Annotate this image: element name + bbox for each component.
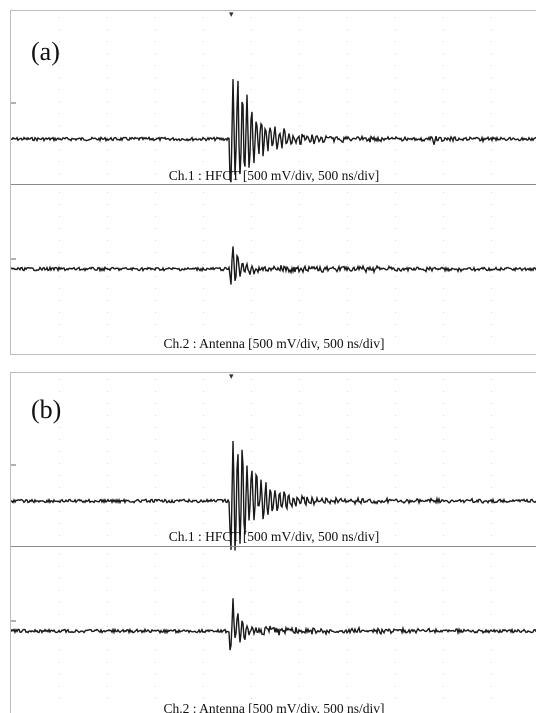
channel-2-caption: Ch.2 : Antenna [500 mV/div, 500 ns/div] (163, 701, 385, 713)
graticule (59, 554, 492, 699)
panel-label: (a) (31, 37, 60, 66)
scope-panel-a: ▾ (a) Ch.1 : HFCT [500 mV/div, 500 ns/di… (10, 10, 536, 355)
channel-1-caption: Ch.1 : HFCT [500 mV/div, 500 ns/div] (168, 168, 380, 183)
graticule (59, 17, 492, 174)
trigger-marker: ▾ (229, 10, 234, 19)
graticule (59, 192, 492, 337)
waveform-plot-a (11, 17, 536, 337)
ch1-hfct-trace (11, 79, 536, 183)
scope-panel-b: ▾ (b) Ch.1 : HFCT [500 mV/div, 500 ns/di… (10, 372, 536, 713)
ch1-hfct-trace (11, 440, 536, 551)
trigger-marker: ▾ (229, 372, 234, 381)
ch2-antenna-trace (11, 246, 536, 285)
panel-label: (b) (31, 395, 62, 424)
channel-divider (11, 184, 536, 185)
channel-1-caption: Ch.1 : HFCT [500 mV/div, 500 ns/div] (168, 529, 380, 544)
channel-2-caption: Ch.2 : Antenna [500 mV/div, 500 ns/div] (163, 336, 385, 351)
ch2-antenna-trace (11, 598, 536, 651)
channel-divider (11, 546, 536, 547)
waveform-plot-b (11, 379, 536, 699)
graticule (59, 379, 492, 536)
